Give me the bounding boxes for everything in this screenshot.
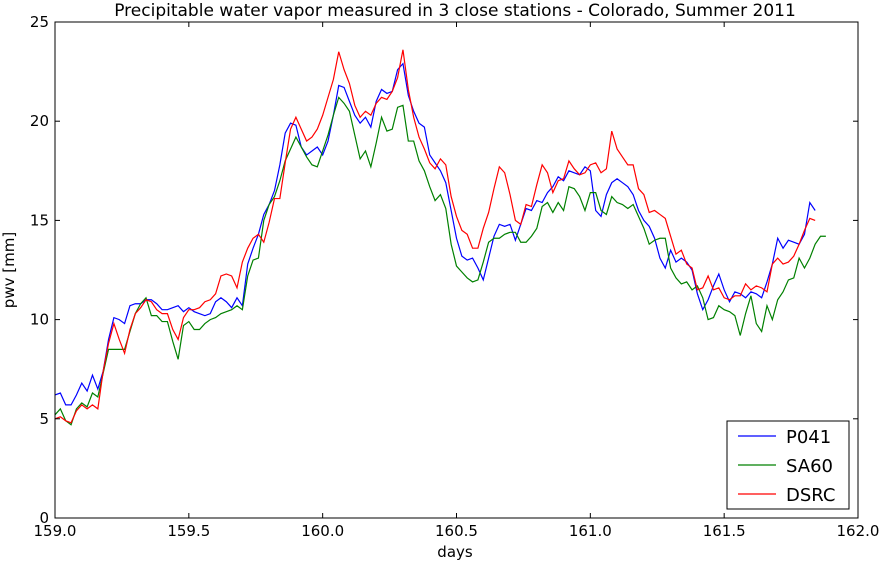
- y-tick-label: 0: [39, 509, 49, 527]
- legend-label-p041: P041: [786, 427, 831, 448]
- y-tick-label: 25: [30, 13, 49, 31]
- legend: P041 SA60 DSRC: [726, 420, 850, 510]
- x-tick-label: 160.5: [435, 522, 478, 540]
- chart-title: Precipitable water vapor measured in 3 c…: [114, 1, 796, 21]
- y-tick-label: 10: [30, 311, 49, 329]
- series-line-p041: [54, 62, 816, 406]
- x-axis-label: days: [437, 543, 473, 561]
- x-tick-label: 162.0: [837, 522, 880, 540]
- axis-layer: 159.0 159.5 160.0 160.5 161.0 161.5 162.0 0 5 10 1…: [30, 13, 880, 540]
- x-tick-label: 160.0: [301, 522, 344, 540]
- legend-items: P041 SA60 DSRC: [738, 427, 835, 506]
- y-tick-label: 15: [30, 211, 49, 229]
- series-layer: [54, 49, 826, 426]
- x-tick-label: 161.0: [569, 522, 612, 540]
- x-tick-label: 161.5: [703, 522, 746, 540]
- legend-label-sa60: SA60: [786, 456, 833, 477]
- x-tick-label: 159.0: [34, 522, 77, 540]
- x-tick-label: 159.5: [167, 522, 210, 540]
- legend-label-dsrc: DSRC: [786, 485, 835, 506]
- y-axis-label: pwv [mm]: [0, 232, 18, 308]
- series-line-dsrc: [54, 49, 816, 424]
- y-tick-label: 20: [30, 112, 49, 130]
- y-tick-label: 5: [39, 410, 49, 428]
- series-line-sa60: [54, 96, 826, 426]
